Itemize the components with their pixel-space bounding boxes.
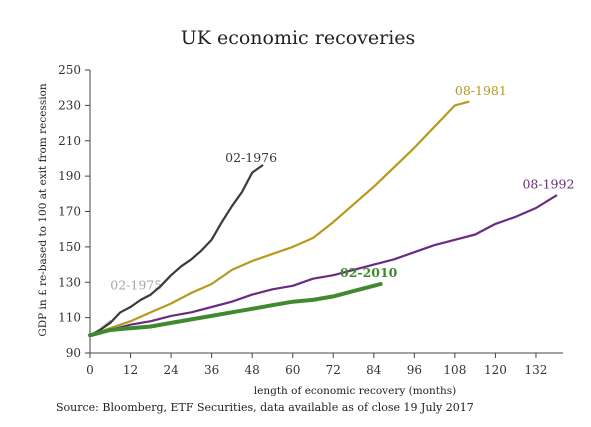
x-tick-label: 12 [123,363,138,377]
y-tick-label: 90 [66,346,81,360]
series-label: 08-1992 [522,177,574,192]
y-tick-label: 250 [58,63,81,77]
y-tick-label: 130 [58,275,81,289]
y-tick-label: 210 [58,134,81,148]
source-note: Source: Bloomberg, ETF Securities, data … [56,401,474,414]
x-axis-label: length of economic recovery (months) [254,385,456,397]
axes: 90 110 130 150 170 190 210 230 250 0 12 24 36 48 60 72 8… [58,63,563,377]
y-axis-label: GDP in £ re-based to 100 at exit from re… [37,83,49,337]
series-line-08-1992 [88,194,558,337]
series-group: 02-1975 02-1976 08-1981 08-1992 02-2010 [88,83,574,338]
series-line-02-1976 [88,164,264,337]
series-line-02-2010 [88,282,383,338]
x-tick-label: 0 [86,363,94,377]
x-tick-label: 132 [525,363,548,377]
x-tick-label: 120 [484,363,507,377]
x-tick-label: 84 [366,363,382,377]
series-label: 02-1976 [225,150,277,165]
x-tick-label: 24 [163,363,179,377]
x-tick-label: 72 [326,363,341,377]
x-tick-label: 36 [204,363,219,377]
y-tick-label: 190 [58,169,81,183]
x-tick-label: 60 [285,363,300,377]
y-tick-label: 110 [58,311,81,325]
y-tick-label: 230 [58,98,81,112]
x-tick-label: 108 [443,363,466,377]
y-tick-label: 150 [58,240,81,254]
series-label: 08-1981 [455,83,507,98]
chart-title: UK economic recoveries [181,27,416,49]
x-tick-label: 96 [407,363,422,377]
series-label: 02-1975 [110,277,162,292]
series-label: 02-2010 [340,265,398,280]
series-line-08-1981 [88,100,470,337]
y-tick-label: 170 [58,205,81,219]
x-tick-label: 48 [245,363,260,377]
